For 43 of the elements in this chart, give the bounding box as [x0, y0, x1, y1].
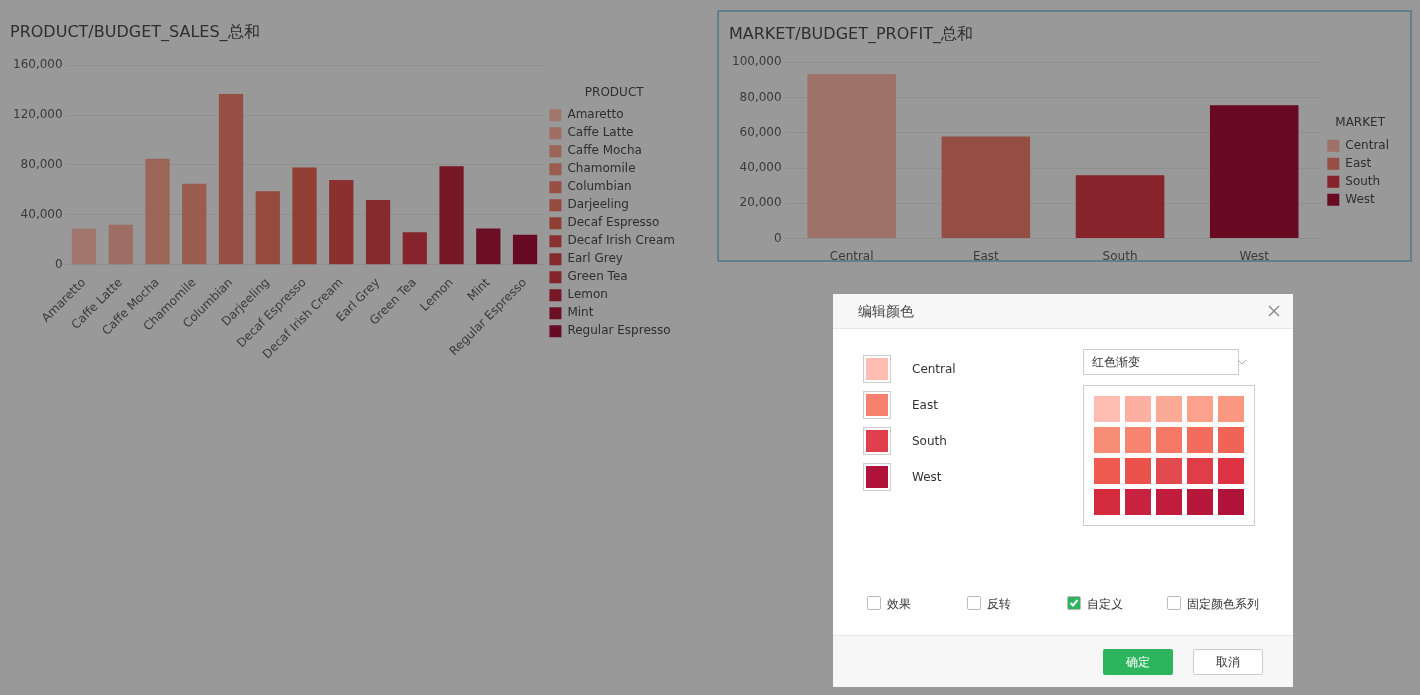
- y-tick-label: 100,000: [732, 54, 782, 69]
- legend-label: Darjeeling: [567, 197, 629, 212]
- legend-label: Columbian: [567, 179, 632, 194]
- x-tick-label: Central: [829, 248, 874, 263]
- x-tick-label: East: [972, 248, 1000, 263]
- y-tick-label: 20,000: [739, 195, 782, 210]
- x-tick-label: South: [1102, 248, 1138, 263]
- y-tick-label: 120,000: [13, 107, 63, 122]
- y-tick-label: 80,000: [739, 89, 782, 104]
- legend-label: Caffe Latte: [567, 125, 634, 140]
- y-tick-label: 40,000: [739, 160, 782, 175]
- text: 固定颜色系列: [1187, 596, 1259, 613]
- chart-title: MARKET/BUDGET_PROFIT_总和: [729, 24, 973, 45]
- legend-title: PRODUCT: [584, 84, 645, 99]
- legend-title: MARKET: [1335, 115, 1386, 130]
- y-tick-label: 0: [54, 256, 63, 271]
- legend-label: Central: [1345, 137, 1390, 152]
- legend-label: Decaf Irish Cream: [567, 233, 676, 248]
- y-tick-label: 0: [773, 230, 782, 245]
- y-tick-label: 80,000: [20, 157, 63, 172]
- text: West: [912, 470, 942, 484]
- text: 红色渐变: [1083, 349, 1239, 375]
- legend-label: Decaf Espresso: [567, 215, 660, 230]
- y-tick-label: 40,000: [20, 206, 63, 221]
- legend-label: West: [1345, 191, 1376, 206]
- y-tick-label: 60,000: [739, 124, 782, 139]
- chart-title: PRODUCT/BUDGET_SALES_总和: [10, 22, 260, 43]
- text: 取消: [1193, 649, 1263, 675]
- y-tick-label: 160,000: [13, 57, 63, 72]
- legend-label: Caffe Mocha: [567, 143, 642, 158]
- text: 反转: [987, 596, 1011, 613]
- legend-label: East: [1345, 155, 1372, 170]
- text: 自定义: [1087, 596, 1123, 613]
- legend-label: Chamomile: [567, 161, 636, 176]
- legend-label: South: [1345, 173, 1381, 188]
- text: 编辑颜色: [858, 303, 914, 321]
- text: Central: [912, 362, 956, 376]
- text: South: [912, 434, 947, 448]
- text: 效果: [887, 596, 911, 613]
- text: East: [912, 398, 938, 412]
- text: 确定: [1103, 649, 1173, 675]
- x-tick-label: West: [1239, 248, 1270, 263]
- legend-label: Amaretto: [567, 107, 624, 122]
